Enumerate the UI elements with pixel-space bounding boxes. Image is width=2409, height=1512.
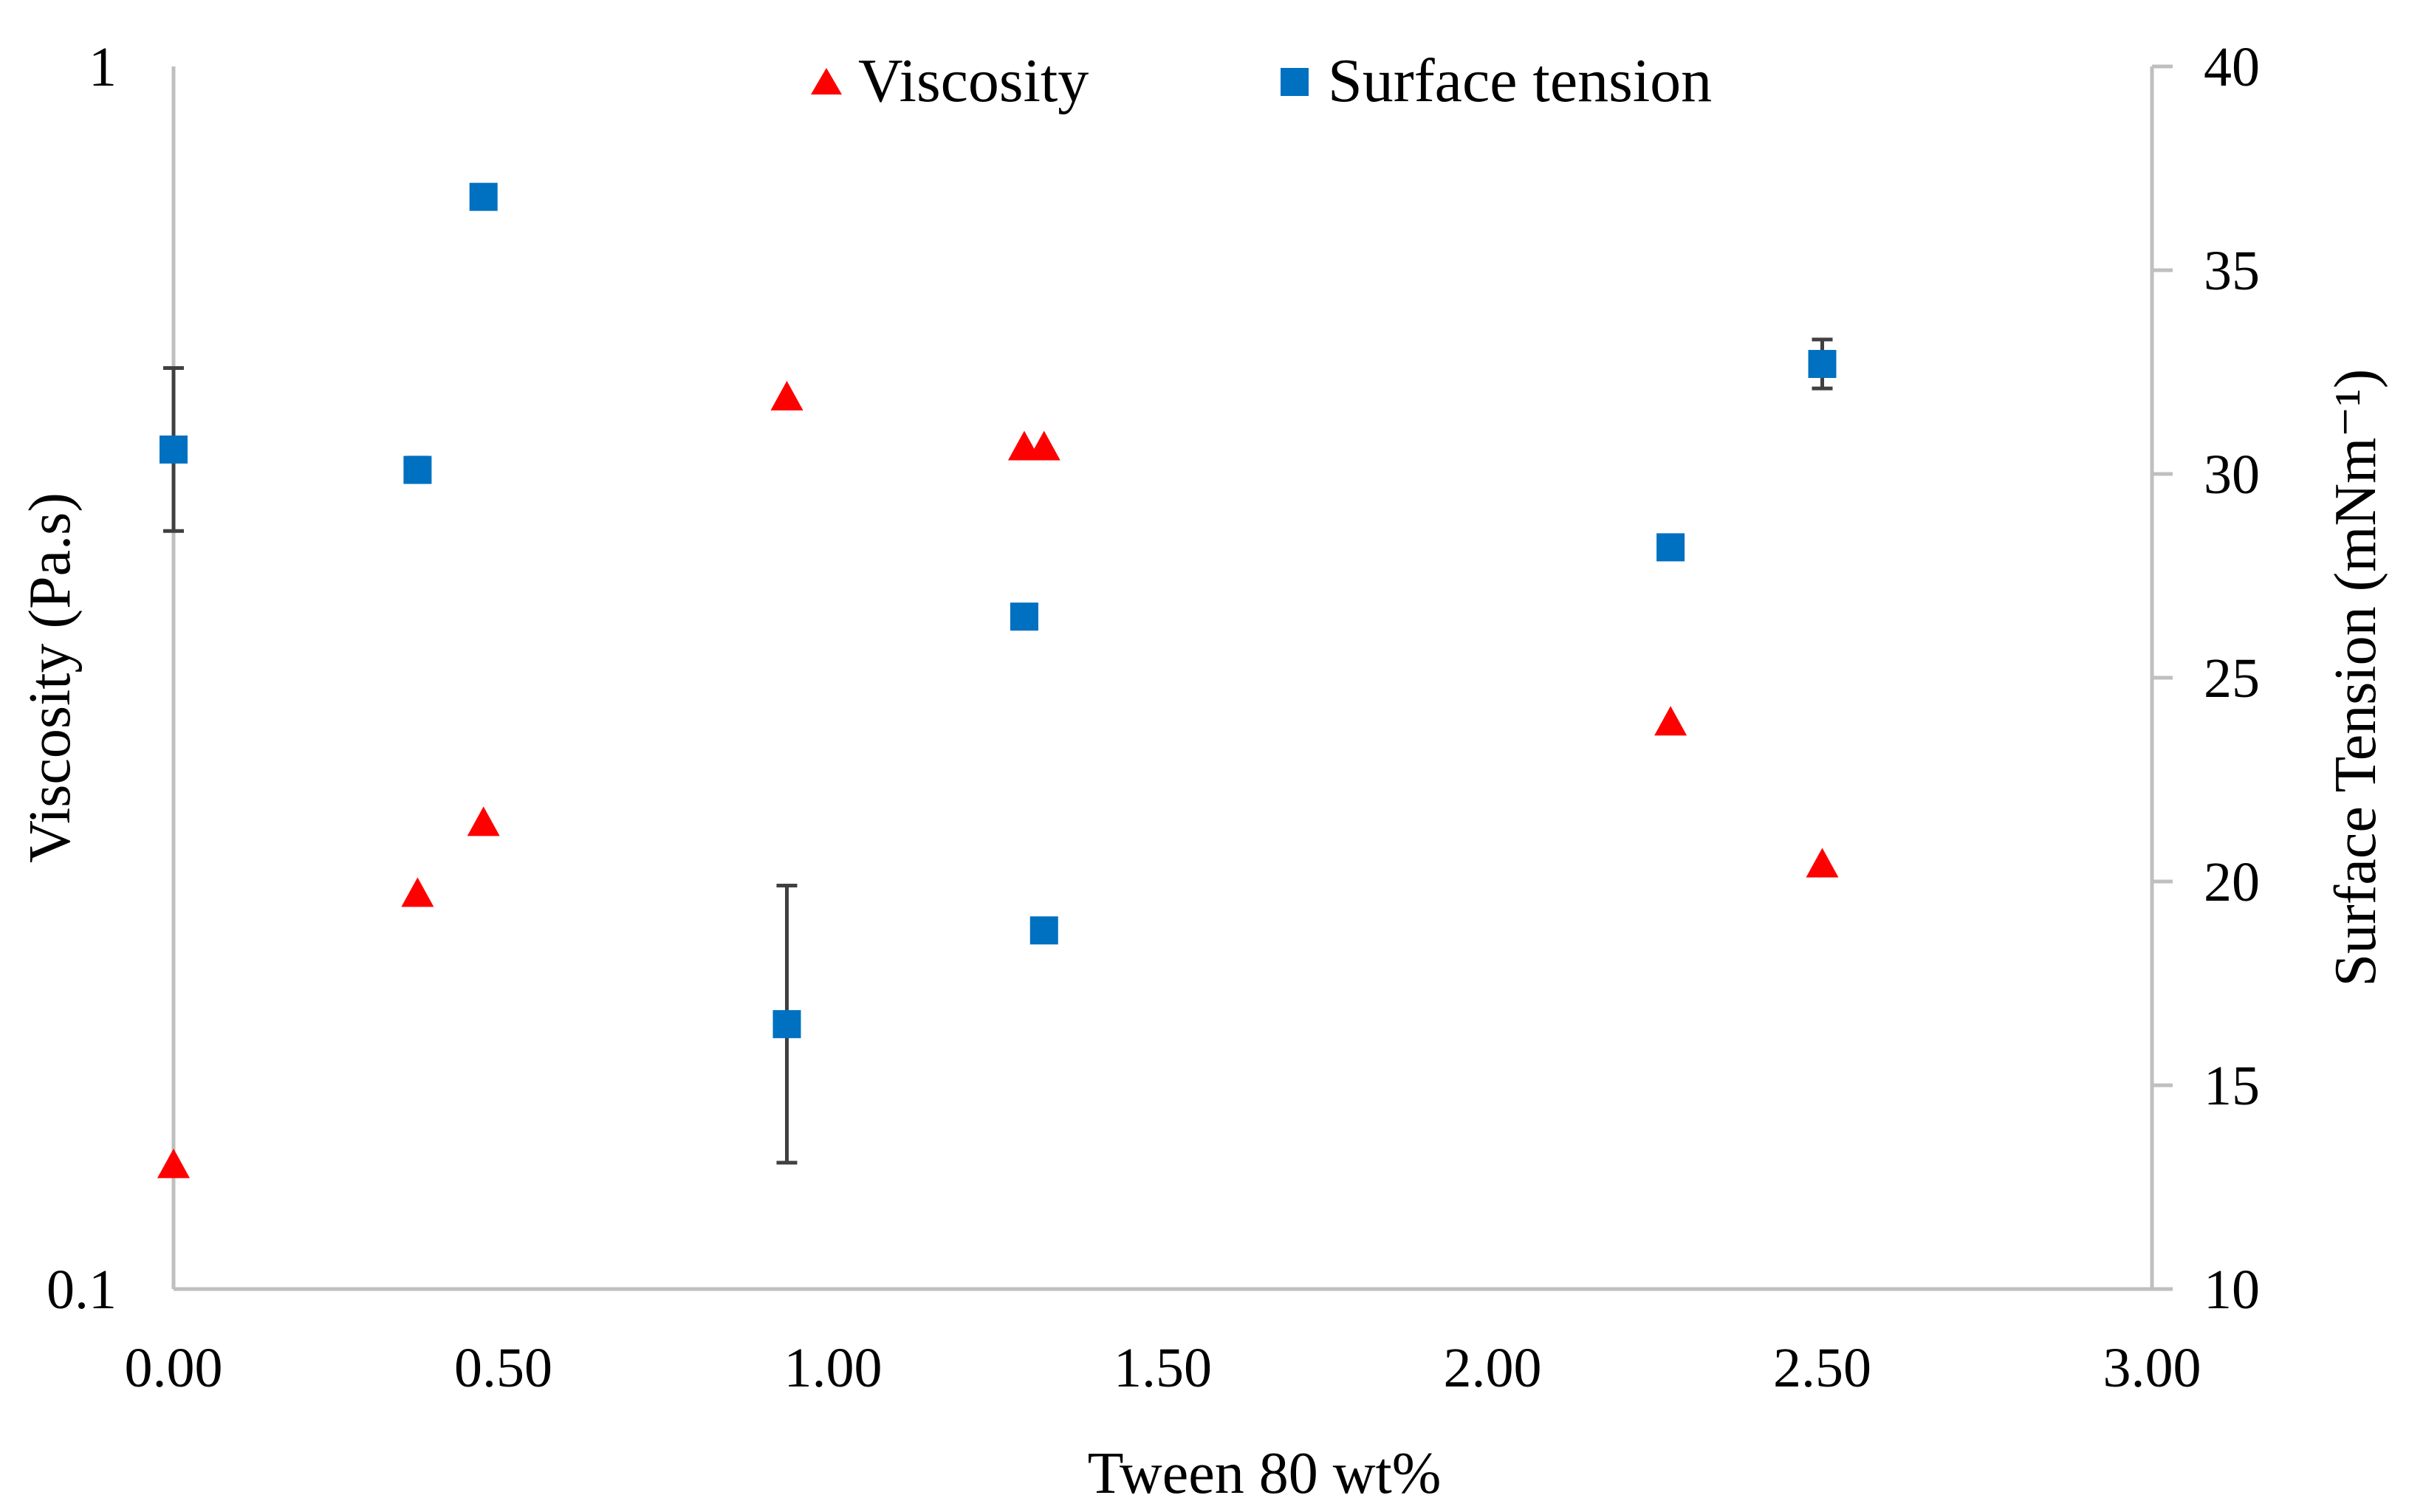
x-tick-label: 2.00: [1444, 1337, 1542, 1399]
y2-tick-label: 15: [2204, 1055, 2260, 1117]
viscosity-point: [157, 1148, 190, 1178]
surface-tension-point: [403, 456, 432, 484]
legend: Viscosity Surface tension: [811, 47, 1712, 115]
surface-tension-point: [1029, 916, 1058, 945]
y-tick-labels: 0.11: [47, 36, 117, 1321]
surface-tension-point: [772, 1010, 801, 1039]
viscosity-point: [1806, 848, 1839, 878]
surface-tension-point: [1010, 602, 1038, 631]
plot-marks: [157, 182, 1839, 1178]
surface-tension-point: [160, 435, 188, 464]
viscosity-point: [1654, 706, 1687, 736]
surface-tension-point: [1656, 533, 1685, 562]
y2-tick-label: 30: [2204, 444, 2260, 506]
surface-tension-point: [469, 182, 498, 211]
x-tick-labels: 0.00 0.50 1.00 1.50 2.00 2.50 3.00: [125, 1337, 2201, 1399]
y2-tick-label: 35: [2204, 240, 2260, 302]
y2-tick-labels: 10 15 20 25 30 35 40: [2152, 36, 2260, 1321]
y2-tick-label: 40: [2204, 36, 2260, 98]
y2-axis-title: Surface Tension (mNm⁻¹): [2323, 369, 2388, 987]
surface-tension-point: [1808, 349, 1837, 378]
y2-tick-label: 25: [2204, 647, 2260, 709]
legend-viscosity-marker-icon: [811, 68, 842, 94]
axes: [171, 66, 2154, 1291]
x-tick-label: 1.50: [1114, 1337, 1212, 1399]
x-tick-label: 1.00: [784, 1337, 883, 1399]
legend-surface-tension-marker-icon: [1281, 68, 1309, 96]
x-axis-title: Tween 80 wt%: [1088, 1441, 1442, 1506]
legend-surface-tension-label: Surface tension: [1328, 47, 1712, 115]
viscosity-point: [1027, 430, 1060, 461]
y-tick-label: 0.1: [47, 1259, 117, 1321]
legend-viscosity-label: Viscosity: [858, 47, 1089, 115]
viscosity-point: [467, 806, 500, 836]
viscosity-point: [401, 877, 434, 907]
y2-tick-label: 20: [2204, 851, 2260, 913]
y-tick-label: 1: [89, 36, 117, 98]
x-tick-label: 3.00: [2103, 1337, 2201, 1399]
viscosity-point: [770, 380, 803, 410]
x-tick-label: 0.00: [125, 1337, 223, 1399]
x-tick-label: 2.50: [1773, 1337, 1871, 1399]
x-tick-label: 0.50: [454, 1337, 552, 1399]
y2-tick-label: 10: [2204, 1259, 2260, 1321]
y-axis-title: Viscosity (Pa.s): [18, 492, 83, 863]
